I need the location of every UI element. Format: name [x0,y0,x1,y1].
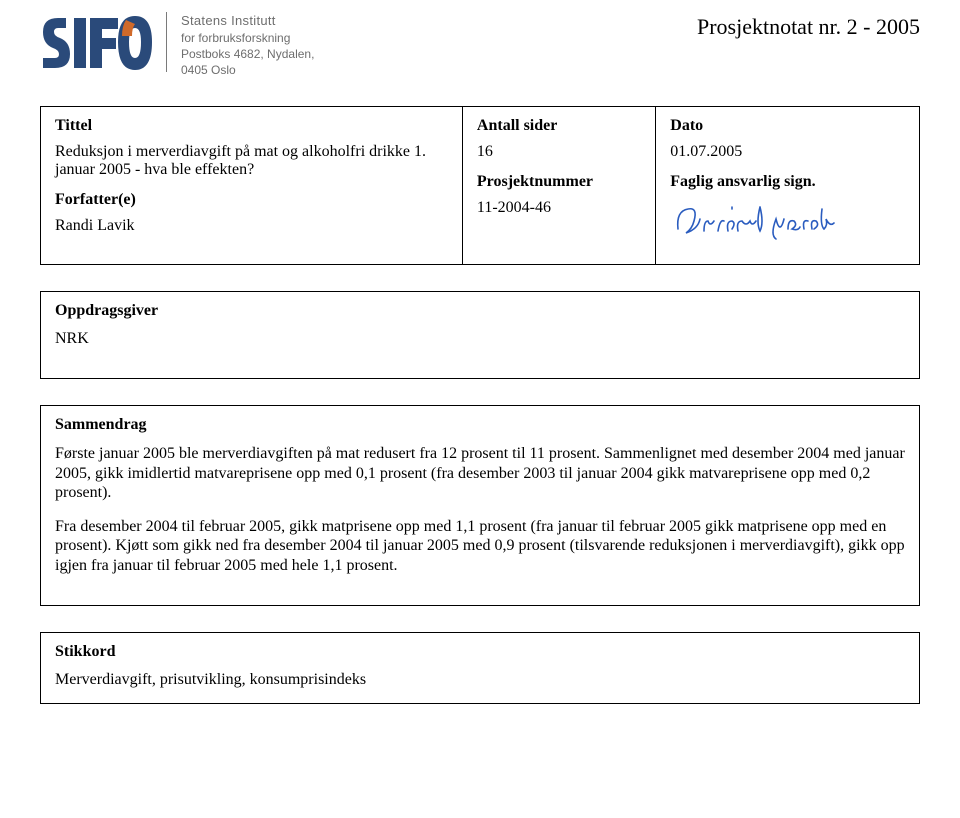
summary-section: Sammendrag Første januar 2005 ble merver… [40,405,920,606]
client-value: NRK [55,330,905,348]
responsible-sign-label: Faglig ansvarlig sign. [670,173,905,191]
logo-block: Statens Institutt for forbruksforskning … [40,12,314,78]
institute-line1: Statens Institutt [181,12,314,30]
title-value: Reduksjon i merverdiavgift på mat og alk… [55,143,448,179]
project-number-label: Prosjektnummer [477,173,641,191]
logo-divider [166,12,167,72]
author-label: Forfatter(e) [55,191,448,209]
date-label: Dato [670,117,905,135]
sifo-logo-icon [40,12,152,72]
keywords-value: Merverdiavgift, prisutvikling, konsumpri… [55,671,905,689]
keywords-section: Stikkord Merverdiavgift, prisutvikling, … [40,632,920,704]
document-number: Prosjektnotat nr. 2 - 2005 [697,14,920,40]
meta-pages-project-cell: Antall sider 16 Prosjektnummer 11-2004-4… [462,107,655,265]
pages-label: Antall sider [477,117,641,135]
metadata-table: Tittel Reduksjon i merverdiavgift på mat… [40,106,920,265]
institute-address: Statens Institutt for forbruksforskning … [181,12,314,78]
project-number-value: 11-2004-46 [477,199,641,217]
document-header: Statens Institutt for forbruksforskning … [40,12,920,78]
summary-paragraph-2: Fra desember 2004 til februar 2005, gikk… [55,517,905,576]
summary-label: Sammendrag [55,416,905,434]
keywords-label: Stikkord [55,643,905,661]
meta-title-author-cell: Tittel Reduksjon i merverdiavgift på mat… [41,107,463,265]
signature-icon [670,199,840,245]
date-value: 01.07.2005 [670,143,905,161]
client-section: Oppdragsgiver NRK [40,291,920,379]
summary-paragraph-1: Første januar 2005 ble merverdiavgiften … [55,444,905,503]
client-label: Oppdragsgiver [55,302,905,320]
author-value: Randi Lavik [55,217,448,235]
institute-line2: for forbruksforskning [181,30,314,46]
pages-value: 16 [477,143,641,161]
institute-line3: Postboks 4682, Nydalen, [181,46,314,62]
title-label: Tittel [55,117,448,135]
institute-line4: 0405 Oslo [181,62,314,78]
meta-date-sign-cell: Dato 01.07.2005 Faglig ansvarlig sign. [656,107,920,265]
